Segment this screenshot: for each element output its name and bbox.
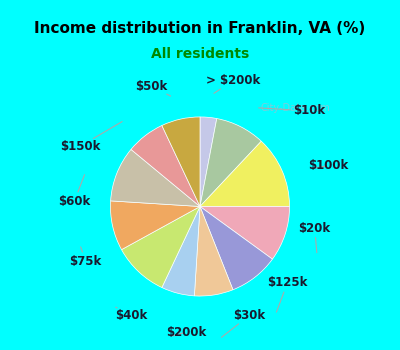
Wedge shape [131,126,200,206]
Text: > $200k: > $200k [206,75,260,93]
Text: $100k: $100k [308,159,348,172]
Text: $30k: $30k [222,309,265,337]
Wedge shape [200,117,217,206]
Text: $60k: $60k [58,175,90,208]
Text: $40k: $40k [116,307,148,322]
Text: $50k: $50k [135,80,171,96]
Wedge shape [200,119,261,206]
Wedge shape [110,201,200,250]
Text: $20k: $20k [298,222,331,253]
Wedge shape [194,206,233,296]
Text: Income distribution in Franklin, VA (%): Income distribution in Franklin, VA (%) [34,21,366,36]
Wedge shape [111,149,200,206]
Text: All residents: All residents [151,47,249,61]
Wedge shape [162,117,200,206]
Text: $75k: $75k [69,247,102,268]
Text: $200k: $200k [166,326,206,338]
Text: $10k: $10k [259,104,325,118]
Text: $150k: $150k [60,121,122,153]
Wedge shape [162,206,200,296]
Text: City-Data.com: City-Data.com [260,103,330,113]
Text: $125k: $125k [267,276,308,312]
Wedge shape [200,206,290,259]
Wedge shape [122,206,200,287]
Wedge shape [200,206,272,290]
Wedge shape [200,141,290,206]
